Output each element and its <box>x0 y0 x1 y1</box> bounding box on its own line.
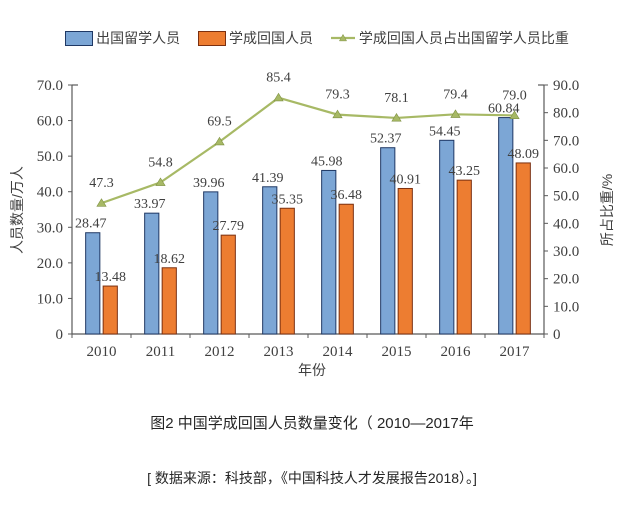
svg-text:36.48: 36.48 <box>331 188 363 203</box>
svg-text:2013: 2013 <box>264 344 294 360</box>
svg-text:0: 0 <box>553 327 561 343</box>
svg-text:30.0: 30.0 <box>553 244 579 260</box>
svg-text:41.39: 41.39 <box>252 171 284 186</box>
svg-text:48.09: 48.09 <box>508 147 540 162</box>
svg-text:2010: 2010 <box>87 344 117 360</box>
svg-text:30.0: 30.0 <box>37 220 63 236</box>
svg-text:20.0: 20.0 <box>37 256 63 272</box>
svg-text:2011: 2011 <box>146 344 175 360</box>
svg-text:45.98: 45.98 <box>311 154 343 169</box>
svg-text:54.8: 54.8 <box>148 155 173 170</box>
svg-text:70.0: 70.0 <box>37 78 63 94</box>
svg-text:2014: 2014 <box>323 344 354 360</box>
svg-text:10.0: 10.0 <box>553 299 579 315</box>
svg-text:0: 0 <box>56 327 64 343</box>
svg-text:33.97: 33.97 <box>134 197 166 212</box>
svg-text:50.0: 50.0 <box>37 149 63 165</box>
svg-text:2012: 2012 <box>205 344 235 360</box>
svg-text:80.0: 80.0 <box>553 106 579 122</box>
svg-text:13.48: 13.48 <box>95 270 127 285</box>
svg-text:60.84: 60.84 <box>488 102 520 117</box>
svg-text:10.0: 10.0 <box>37 291 63 307</box>
svg-text:50.0: 50.0 <box>553 189 579 205</box>
svg-text:2015: 2015 <box>382 344 412 360</box>
svg-text:54.45: 54.45 <box>429 124 461 139</box>
svg-text:78.1: 78.1 <box>384 91 409 106</box>
svg-text:2016: 2016 <box>441 344 472 360</box>
svg-text:35.35: 35.35 <box>272 192 304 207</box>
svg-text:27.79: 27.79 <box>213 219 245 234</box>
svg-text:60.0: 60.0 <box>553 161 579 177</box>
svg-text:90.0: 90.0 <box>553 78 579 94</box>
svg-text:18.62: 18.62 <box>154 252 186 267</box>
svg-text:79.0: 79.0 <box>502 88 527 103</box>
svg-text:2017: 2017 <box>500 344 531 360</box>
svg-text:69.5: 69.5 <box>207 115 232 130</box>
svg-text:79.4: 79.4 <box>443 87 468 102</box>
svg-text:40.0: 40.0 <box>553 216 579 232</box>
svg-text:52.37: 52.37 <box>370 132 402 147</box>
svg-text:28.47: 28.47 <box>75 217 107 232</box>
svg-text:20.0: 20.0 <box>553 272 579 288</box>
svg-text:79.3: 79.3 <box>325 88 350 103</box>
svg-text:40.91: 40.91 <box>390 172 422 187</box>
svg-text:39.96: 39.96 <box>193 176 225 191</box>
svg-text:40.0: 40.0 <box>37 185 63 201</box>
svg-text:85.4: 85.4 <box>266 71 291 86</box>
svg-text:70.0: 70.0 <box>553 133 579 149</box>
svg-text:43.25: 43.25 <box>449 164 481 179</box>
svg-text:60.0: 60.0 <box>37 114 63 130</box>
svg-text:47.3: 47.3 <box>89 176 114 191</box>
